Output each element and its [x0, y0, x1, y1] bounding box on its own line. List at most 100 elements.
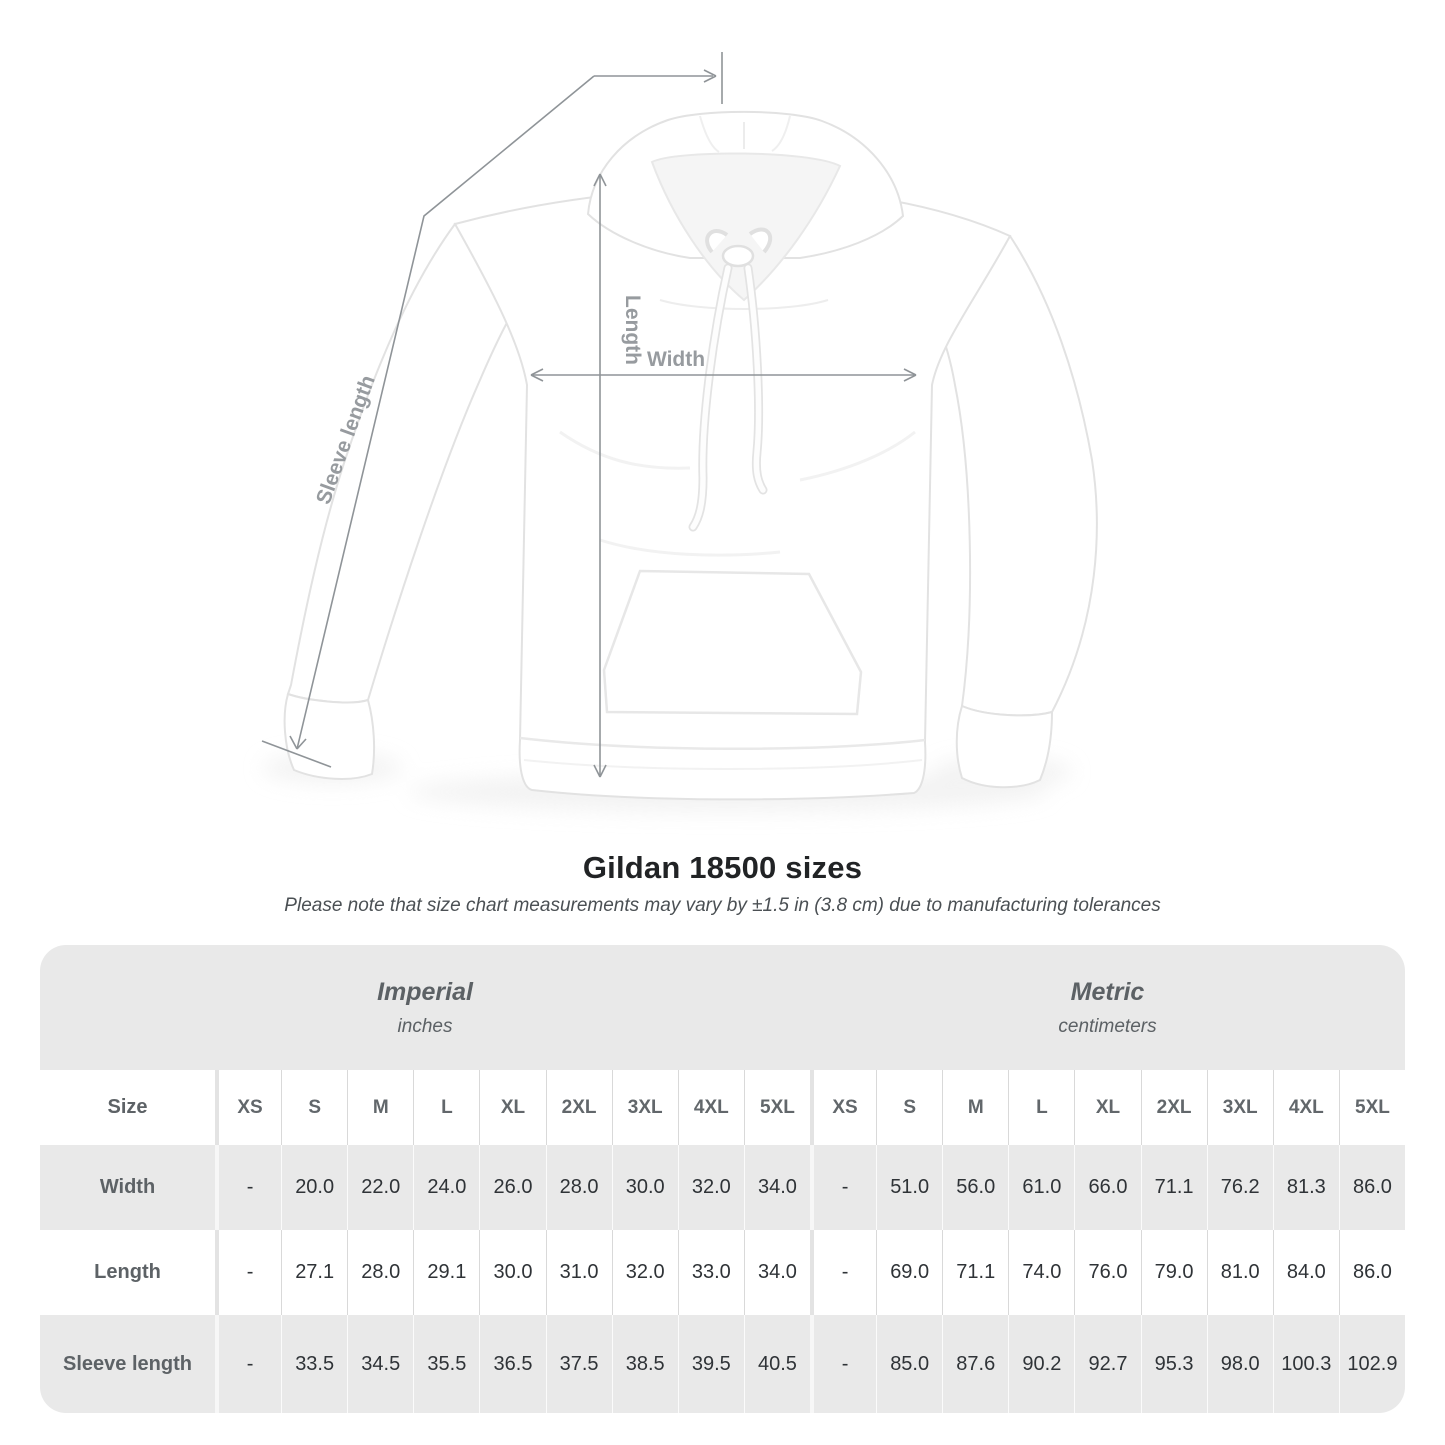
metric-value-cell: 76.2: [1206, 1145, 1273, 1230]
metric-size-header: L: [1008, 1070, 1074, 1145]
table-row: Width -20.0 22.0 24.0 26.0 28.0 30.0 32.0 34.0-5…: [40, 1145, 1405, 1230]
row-label-cell: Width: [99, 1176, 156, 1198]
imperial-size-header: 5XL: [743, 1070, 810, 1145]
imperial-value-cell: 33.0: [677, 1230, 744, 1315]
table-row: Length -27.1 28.0 29.1 30.0 31.0 32.0 33.0 34.0-…: [40, 1230, 1405, 1315]
imperial-value-cell: 28.0: [347, 1230, 413, 1315]
imperial-value-cell: 39.5: [677, 1315, 744, 1413]
imperial-size-header: XS: [215, 1070, 281, 1145]
imperial-size-header: 4XL: [677, 1070, 744, 1145]
imperial-value-cell: 32.0: [677, 1145, 744, 1230]
size-table: Imperial inches Metric centimeters Size X…: [40, 945, 1405, 1413]
length-label: Length: [621, 295, 644, 365]
metric-value-cell: 92.7: [1074, 1315, 1140, 1413]
imperial-value-cell: 31.0: [545, 1230, 612, 1315]
unit-group-header-row: Imperial inches Metric centimeters: [40, 945, 1405, 1070]
metric-value-cell: 98.0: [1206, 1315, 1273, 1413]
metric-value-cell: 74.0: [1008, 1230, 1074, 1315]
imperial-value-cell: 26.0: [479, 1145, 545, 1230]
imperial-value-cell: 22.0: [347, 1145, 413, 1230]
row-label-cell: Length: [94, 1261, 161, 1283]
imperial-size-header: 3XL: [611, 1070, 678, 1145]
imperial-group-header: Imperial inches: [40, 945, 810, 1070]
metric-value-cell: 102.9: [1338, 1315, 1405, 1413]
imperial-size-header: 2XL: [545, 1070, 612, 1145]
table-row: Sleeve length -33.5 34.5 35.5 36.5 37.5 38.5 39…: [40, 1315, 1405, 1413]
metric-size-header: XS: [810, 1070, 876, 1145]
metric-size-header: 2XL: [1140, 1070, 1207, 1145]
imperial-size-header: S: [281, 1070, 347, 1145]
metric-value-cell: 79.0: [1140, 1230, 1207, 1315]
metric-value-cell: 81.3: [1272, 1145, 1339, 1230]
hoodie-wrinkles: [559, 430, 916, 557]
imperial-value-cell: 28.0: [545, 1145, 612, 1230]
measurement-lines: [261, 52, 917, 778]
imperial-value-cell: 27.1: [281, 1230, 347, 1315]
imperial-size-header: XL: [479, 1070, 545, 1145]
size-column-header: Size: [107, 1096, 148, 1118]
metric-size-header: 5XL: [1338, 1070, 1405, 1145]
metric-value-cell: 95.3: [1140, 1315, 1207, 1413]
metric-group-unit: centimeters: [1058, 1015, 1157, 1037]
hoodie-measurement-diagram: Sleeve length Length Width: [261, 52, 1098, 812]
metric-value-cell: 76.0: [1074, 1230, 1140, 1315]
metric-value-cell: 71.1: [942, 1230, 1008, 1315]
metric-group-header: Metric centimeters: [810, 945, 1405, 1070]
imperial-value-cell: -: [215, 1230, 281, 1315]
metric-value-cell: -: [810, 1230, 876, 1315]
metric-value-cell: 69.0: [876, 1230, 942, 1315]
metric-size-header: XL: [1074, 1070, 1140, 1145]
imperial-value-cell: 36.5: [479, 1315, 545, 1413]
imperial-size-header: M: [347, 1070, 413, 1145]
sleeve-length-line: [296, 75, 595, 750]
row-label-cell: Sleeve length: [63, 1352, 192, 1375]
imperial-value-cell: 24.0: [413, 1145, 479, 1230]
metric-value-cell: 56.0: [942, 1145, 1008, 1230]
imperial-group-unit: inches: [397, 1015, 453, 1037]
hoodie-left-sleeve: [286, 222, 529, 704]
metric-value-cell: 85.0: [876, 1315, 942, 1413]
metric-value-cell: 86.0: [1338, 1145, 1405, 1230]
page-title: Gildan 18500 sizes: [582, 850, 863, 885]
metric-value-cell: 51.0: [876, 1145, 942, 1230]
imperial-group-label: Imperial: [377, 977, 473, 1006]
metric-value-cell: 71.1: [1140, 1145, 1207, 1230]
imperial-size-header: L: [413, 1070, 479, 1145]
hoodie-right-cuff: [955, 704, 1054, 789]
imperial-value-cell: 40.5: [743, 1315, 810, 1413]
metric-size-header: M: [942, 1070, 1008, 1145]
width-label: Width: [647, 348, 705, 371]
metric-value-cell: 81.0: [1206, 1230, 1273, 1315]
imperial-value-cell: 34.5: [347, 1315, 413, 1413]
imperial-value-cell: 30.0: [611, 1145, 678, 1230]
imperial-value-cell: 29.1: [413, 1230, 479, 1315]
imperial-value-cell: 33.5: [281, 1315, 347, 1413]
metric-value-cell: 61.0: [1008, 1145, 1074, 1230]
imperial-value-cell: 34.0: [743, 1230, 810, 1315]
metric-size-header: 3XL: [1206, 1070, 1273, 1145]
metric-size-header: S: [876, 1070, 942, 1145]
imperial-value-cell: 30.0: [479, 1230, 545, 1315]
metric-group-label: Metric: [1070, 977, 1145, 1006]
imperial-value-cell: 35.5: [413, 1315, 479, 1413]
size-table-grid: Size XS S M L XL 2XL 3XL 4XL 5XL XS S M L XL 2XL 3XL 4XL 5…: [40, 1070, 1405, 1413]
hoodie-drawstrings: [688, 227, 772, 532]
imperial-value-cell: 38.5: [611, 1315, 678, 1413]
metric-value-cell: -: [810, 1315, 876, 1413]
hoodie-pocket: [602, 569, 863, 716]
metric-value-cell: 84.0: [1272, 1230, 1339, 1315]
metric-value-cell: 86.0: [1338, 1230, 1405, 1315]
hoodie-hood-opening: [650, 152, 842, 302]
imperial-value-cell: -: [215, 1315, 281, 1413]
imperial-value-cell: 37.5: [545, 1315, 612, 1413]
cuff-tick: [261, 740, 332, 768]
metric-value-cell: 87.6: [942, 1315, 1008, 1413]
imperial-value-cell: 34.0: [743, 1145, 810, 1230]
metric-value-cell: 90.2: [1008, 1315, 1074, 1413]
metric-value-cell: 100.3: [1272, 1315, 1339, 1413]
imperial-value-cell: 32.0: [611, 1230, 678, 1315]
metric-value-cell: -: [810, 1145, 876, 1230]
metric-value-cell: 66.0: [1074, 1145, 1140, 1230]
imperial-value-cell: 20.0: [281, 1145, 347, 1230]
